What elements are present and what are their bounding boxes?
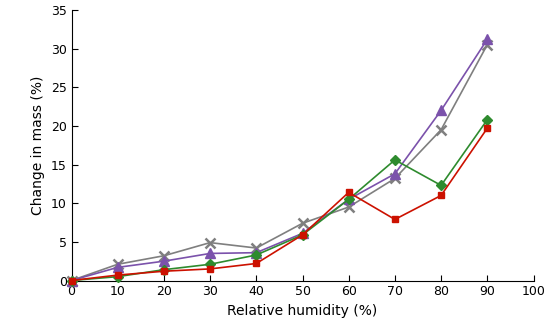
X-axis label: Relative humidity (%): Relative humidity (%) (227, 304, 378, 318)
Y-axis label: Change in mass (%): Change in mass (%) (31, 76, 45, 215)
